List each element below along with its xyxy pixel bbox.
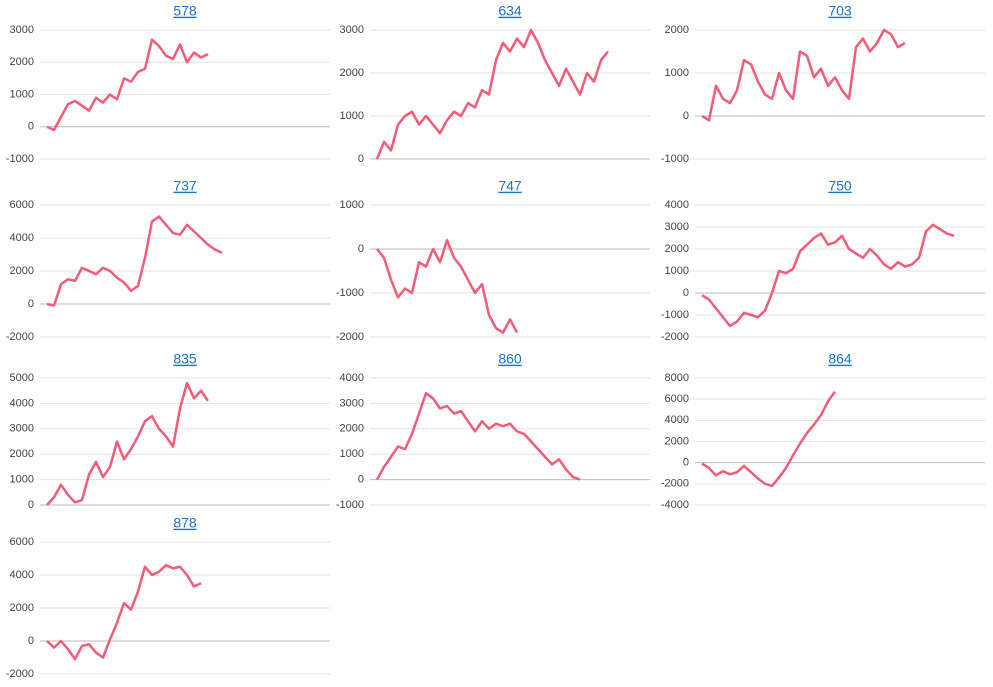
chart-title[interactable]: 747 bbox=[498, 178, 522, 194]
data-line bbox=[375, 391, 581, 481]
y-tick-label: 1000 bbox=[665, 265, 689, 277]
chart-title[interactable]: 860 bbox=[498, 351, 522, 367]
y-tick-label: 1000 bbox=[340, 110, 364, 122]
data-line bbox=[376, 238, 519, 334]
chart-title[interactable]: 878 bbox=[173, 515, 197, 531]
y-tick-label: 2000 bbox=[665, 243, 689, 255]
y-tick-label: 1000 bbox=[10, 88, 34, 100]
y-tick-label: 0 bbox=[358, 243, 364, 255]
chart-title[interactable]: 634 bbox=[498, 3, 522, 19]
y-tick-label: -1000 bbox=[336, 499, 364, 511]
y-tick-label: 0 bbox=[28, 121, 34, 133]
y-tick-label: 4000 bbox=[665, 199, 689, 211]
y-tick-label: 5000 bbox=[10, 372, 34, 384]
chart-title[interactable]: 737 bbox=[173, 178, 197, 194]
y-tick-label: 6000 bbox=[10, 536, 34, 548]
y-tick-label: 0 bbox=[28, 499, 34, 511]
y-tick-label: -1000 bbox=[661, 309, 689, 321]
y-tick-label: 2000 bbox=[10, 265, 34, 277]
y-tick-label: 2000 bbox=[10, 56, 34, 68]
chart-title[interactable]: 864 bbox=[828, 351, 852, 367]
y-tick-label: 6000 bbox=[10, 199, 34, 211]
y-tick-label: 4000 bbox=[10, 397, 34, 409]
y-tick-label: 0 bbox=[683, 110, 689, 122]
y-tick-label: -2000 bbox=[661, 331, 689, 343]
y-tick-label: -4000 bbox=[661, 499, 689, 511]
y-tick-label: 2000 bbox=[665, 24, 689, 36]
y-tick-label: 1000 bbox=[665, 67, 689, 79]
data-line bbox=[46, 215, 223, 307]
data-line bbox=[46, 381, 210, 506]
y-tick-label: 3000 bbox=[10, 24, 34, 36]
data-line bbox=[701, 223, 955, 328]
chart-title[interactable]: 750 bbox=[828, 178, 852, 194]
y-tick-label: 1000 bbox=[10, 474, 34, 486]
chart-title[interactable]: 835 bbox=[173, 351, 197, 367]
y-tick-label: -1000 bbox=[336, 287, 364, 299]
y-tick-label: 3000 bbox=[340, 397, 364, 409]
y-tick-label: 4000 bbox=[340, 372, 364, 384]
y-tick-label: 2000 bbox=[340, 67, 364, 79]
y-tick-label: 2000 bbox=[10, 448, 34, 460]
data-line bbox=[375, 28, 609, 160]
chart-title[interactable]: 703 bbox=[828, 3, 852, 19]
data-line bbox=[701, 28, 906, 122]
y-tick-label: 4000 bbox=[10, 232, 34, 244]
y-tick-label: 0 bbox=[28, 298, 34, 310]
y-tick-label: -1000 bbox=[661, 153, 689, 165]
y-tick-label: -2000 bbox=[336, 331, 364, 343]
y-tick-label: -2000 bbox=[661, 478, 689, 490]
y-tick-label: 2000 bbox=[340, 423, 364, 435]
y-tick-label: 4000 bbox=[665, 414, 689, 426]
y-tick-label: 0 bbox=[683, 457, 689, 469]
y-tick-label: 0 bbox=[358, 474, 364, 486]
y-tick-label: 0 bbox=[358, 153, 364, 165]
y-tick-label: 3000 bbox=[665, 221, 689, 233]
y-tick-label: 1000 bbox=[340, 448, 364, 460]
y-tick-label: -2000 bbox=[6, 331, 34, 343]
chart-title[interactable]: 578 bbox=[173, 3, 197, 19]
y-tick-label: 8000 bbox=[665, 372, 689, 384]
y-tick-label: 2000 bbox=[10, 602, 34, 614]
y-tick-label: -2000 bbox=[6, 668, 34, 680]
y-tick-label: 2000 bbox=[665, 435, 689, 447]
data-line bbox=[46, 563, 202, 661]
y-tick-label: 0 bbox=[683, 287, 689, 299]
data-line bbox=[46, 38, 209, 132]
y-tick-label: 4000 bbox=[10, 569, 34, 581]
y-tick-label: 3000 bbox=[10, 423, 34, 435]
y-tick-label: 1000 bbox=[340, 199, 364, 211]
y-tick-label: -1000 bbox=[6, 153, 34, 165]
y-tick-label: 3000 bbox=[340, 24, 364, 36]
data-line bbox=[701, 391, 837, 488]
y-tick-label: 0 bbox=[28, 635, 34, 647]
y-tick-label: 6000 bbox=[665, 393, 689, 405]
